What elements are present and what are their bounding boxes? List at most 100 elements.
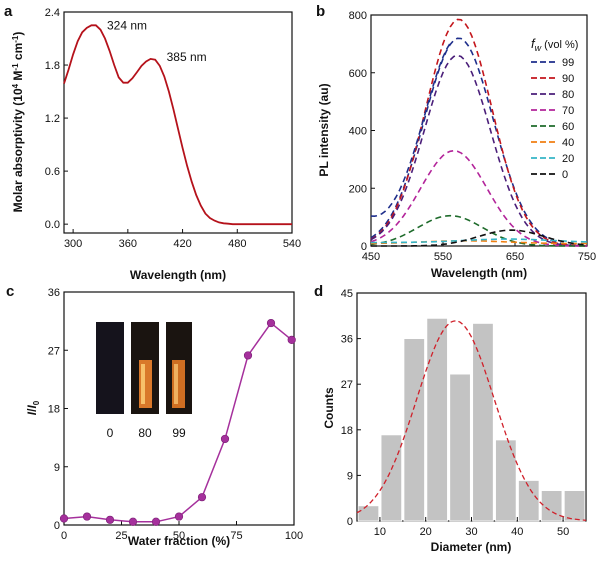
panel-b-y-axis-title: PL intensity (au) [317, 83, 331, 176]
panel-d-x-tick-label: 10 [374, 526, 386, 538]
panel-c-inset-photo: 0 80 99 [96, 322, 192, 440]
panel-b-x-tick-label: 450 [362, 251, 380, 263]
panel-c-x-axis-title: Water fraction (%) [128, 534, 230, 548]
vial-99-highlight [174, 364, 178, 404]
panel-d-y-tick-label: 45 [341, 288, 353, 300]
panel-b-curves [370, 18, 588, 247]
panel-c-point [287, 335, 296, 344]
panel-c-point [82, 512, 92, 521]
panel-a-absorption-curve [63, 24, 292, 226]
panel-d: d 10 20 30 40 50 0 9 18 27 36 45 Diameter (nm) Cou… [314, 283, 587, 554]
panel-a-peak-label-385: 385 nm [167, 50, 207, 64]
panel-c-x-tick-label: 100 [285, 530, 303, 542]
panel-b-legend-label-60: 60 [562, 121, 574, 133]
panel-c-point [59, 514, 69, 523]
panel-a-frame [63, 11, 293, 234]
panel-c-point [266, 318, 276, 328]
panel-c-y-axis-title: I/I0 [25, 400, 41, 415]
panel-c-point [197, 493, 207, 502]
panel-d-gaussian-fit [356, 320, 587, 521]
panel-b-x-tick-label: 750 [578, 251, 596, 263]
panel-c-y-tick-label: 18 [48, 404, 60, 416]
panel-d-x-tick-label: 20 [420, 526, 432, 538]
panel-b-legend-label-0: 0 [562, 169, 568, 181]
panel-c-x-tick-label: 25 [115, 530, 127, 542]
panel-d-y-tick-label: 27 [341, 379, 353, 391]
panel-c-y-tick-label: 0 [54, 520, 60, 532]
panel-d-bar [449, 373, 471, 522]
panel-b-series-90 [370, 18, 588, 247]
panel-c-point [151, 517, 161, 526]
vial-99-glow [172, 360, 185, 408]
panel-c-point [174, 512, 184, 521]
panel-letter-b: b [316, 3, 325, 20]
panel-b-x-tick-label: 650 [506, 251, 524, 263]
panel-d-bar [403, 338, 425, 522]
panel-a-y-tick-label: 0.0 [45, 219, 60, 231]
panel-b-legend-label-99: 99 [562, 57, 574, 69]
panel-c-y-tick-label: 36 [48, 287, 60, 299]
panel-c-y-tick-label: 27 [48, 345, 60, 357]
panel-b-legend-label-80: 80 [562, 89, 574, 101]
panel-d-bars [357, 317, 586, 522]
panel-a-ticks: 300 360 420 480 540 0.0 0.6 1.2 1.8 2.4 [45, 7, 301, 250]
panel-c-points [59, 318, 296, 526]
panel-d-bar [540, 490, 563, 522]
panel-d-x-axis-title: Diameter (nm) [431, 540, 512, 554]
panel-b-series-20 [371, 238, 588, 244]
panel-d-x-tick-label: 50 [557, 526, 569, 538]
panel-a-x-tick-label: 300 [64, 238, 82, 250]
panel-d-x-tick-label: 30 [465, 526, 477, 538]
panel-a-x-tick-label: 420 [173, 238, 191, 250]
panel-letter-a: a [4, 3, 13, 20]
panel-c-x-tick-label: 75 [230, 530, 242, 542]
panel-d-y-tick-label: 0 [347, 516, 353, 528]
panel-c-x-tick-label: 0 [61, 530, 67, 542]
panel-a-y-tick-label: 1.8 [45, 60, 60, 72]
panel-d-bar [426, 317, 448, 522]
vial-80-glow [139, 360, 152, 408]
panel-d-y-axis-title: Counts [322, 387, 336, 429]
panel-c: c 0 25 50 75 100 0 9 18 27 36 0 80 99 Water fract… [6, 283, 303, 548]
vial-80-highlight [141, 364, 145, 404]
panel-a-peak-label-324: 324 nm [107, 18, 147, 32]
panel-c-point [243, 351, 253, 360]
inset-label-80: 80 [138, 426, 152, 440]
panel-b-series-99-shoulder [370, 42, 451, 218]
panel-a-x-tick-label: 360 [119, 238, 137, 250]
panel-c-point [128, 517, 138, 526]
panel-b-y-tick-label: 200 [349, 183, 367, 195]
panel-a-y-tick-label: 0.6 [45, 166, 60, 178]
panel-c-ticks: 0 25 50 75 100 0 9 18 27 36 [48, 287, 303, 542]
panel-b-y-tick-label: 0 [361, 241, 367, 253]
panel-a-y-tick-label: 2.4 [45, 7, 60, 19]
panel-c-point [105, 515, 115, 524]
panel-d-y-tick-label: 9 [347, 470, 353, 482]
panel-d-y-tick-label: 18 [341, 425, 353, 437]
panel-a-x-tick-label: 480 [228, 238, 246, 250]
panel-b-y-tick-label: 400 [349, 126, 367, 138]
panel-letter-d: d [314, 283, 323, 300]
panel-b-series-60 [370, 214, 587, 247]
panel-b-series-0 [371, 229, 588, 247]
panel-d-bar [563, 490, 586, 522]
panel-a-y-tick-label: 1.2 [45, 113, 60, 125]
panel-b-x-axis-title: Wavelength (nm) [431, 266, 527, 280]
panel-c-point [220, 434, 230, 444]
panel-b-series-40 [371, 240, 587, 245]
inset-label-99: 99 [172, 426, 186, 440]
panel-d-bar [357, 505, 380, 522]
panel-b-series-70 [370, 149, 587, 247]
panel-b-legend-label-40: 40 [562, 137, 574, 149]
panel-b-legend-label-20: 20 [562, 153, 574, 165]
panel-b-y-tick-label: 800 [349, 10, 367, 22]
panel-b-legend-label-90: 90 [562, 73, 574, 85]
panel-b-y-tick-label: 600 [349, 68, 367, 80]
panel-b-legend: fw (vol %) 99 90 80 70 60 40 20 0 [531, 36, 578, 181]
panel-a-x-tick-label: 540 [283, 238, 301, 250]
panel-c-x-tick-label: 50 [173, 530, 185, 542]
panel-d-ticks: 10 20 30 40 50 0 9 18 27 36 45 [341, 288, 569, 538]
